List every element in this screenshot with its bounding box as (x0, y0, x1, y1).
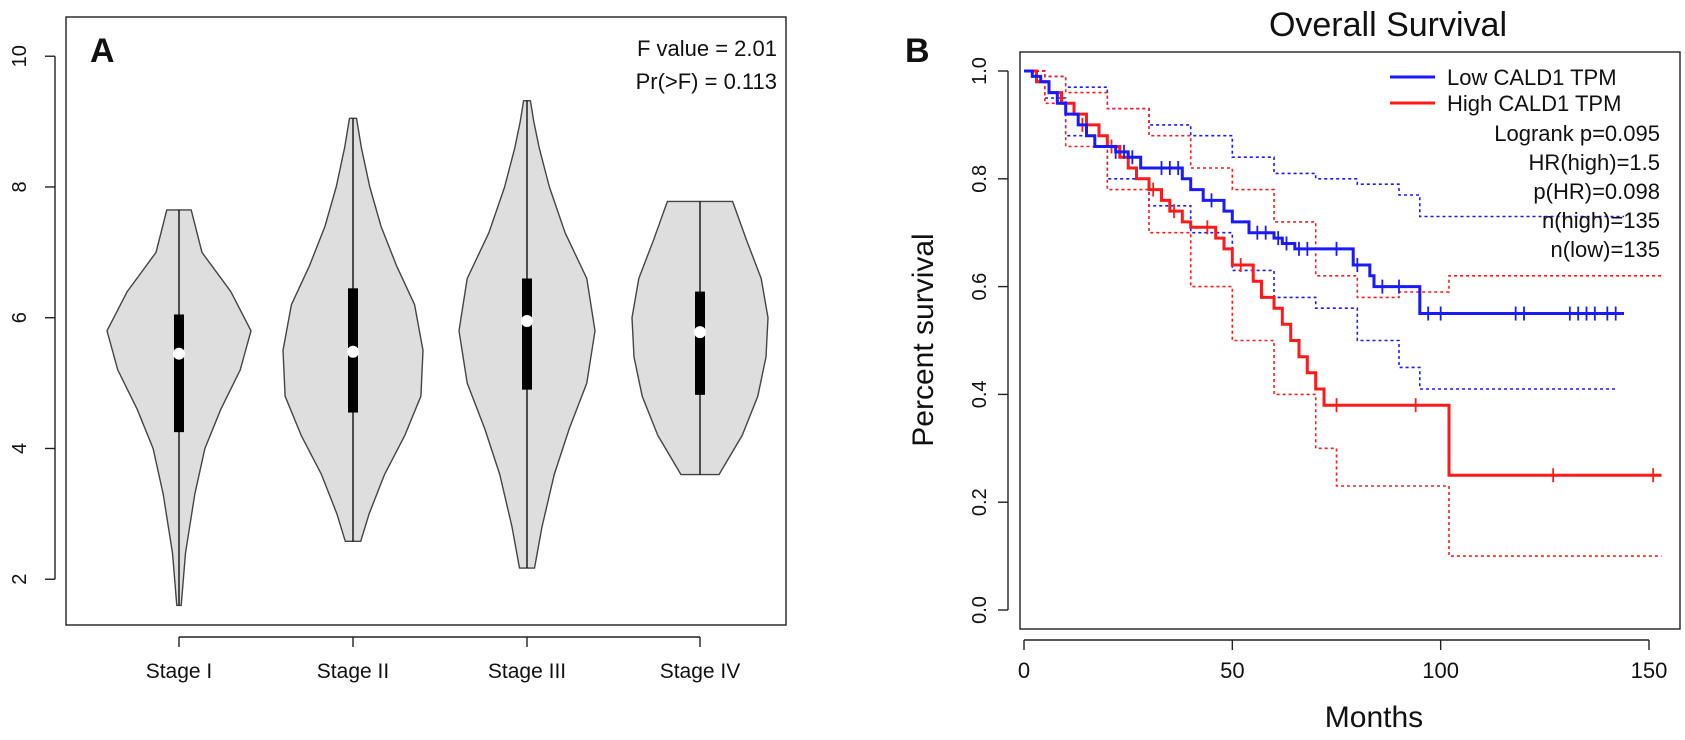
n-low-stat: n(low)=135 (1551, 237, 1660, 262)
survival-y-tick-label: 1.0 (969, 57, 991, 85)
panel-label-b: B (905, 32, 930, 70)
survival-y-tick-label: 0.8 (969, 165, 991, 193)
violin-iqr-box-3 (522, 278, 532, 390)
violin-panel: A F value = 2.01 Pr(>F) = 0.113 2 4 6 8 10 S… (9, 16, 787, 683)
violin-y-axis: 2 4 6 8 10 (9, 45, 56, 585)
survival-x-tick-label: 150 (1631, 658, 1668, 683)
survival-curve-high (1024, 69, 1662, 477)
survival-x-axis: 0 50 100 150 (1018, 639, 1668, 683)
survival-panel: B Overall Survival Months Percent surviv… (905, 6, 1681, 734)
panel-label-a: A (90, 32, 115, 70)
violin-y-tick-label: 10 (9, 45, 31, 67)
y-axis-label: Percent survival (907, 233, 940, 446)
p-hr-stat: p(HR)=0.098 (1533, 179, 1660, 204)
violin-x-tick-label: Stage III (488, 660, 566, 683)
survival-y-tick-label: 0.6 (969, 273, 991, 301)
survival-x-tick-label: 100 (1422, 658, 1459, 683)
survival-y-axis: 0.0 0.2 0.4 0.6 0.8 1.0 (969, 57, 1009, 624)
violin-y-tick-label: 2 (9, 574, 31, 585)
f-value-annotation: F value = 2.01 (637, 36, 777, 61)
logrank-stat: Logrank p=0.095 (1494, 121, 1660, 146)
violin-median-2 (347, 345, 359, 358)
survival-curve-low (1024, 69, 1624, 315)
ci-band-high-lower (1024, 70, 1662, 557)
violin-plot-frame (65, 16, 787, 626)
violin-y-tick-label: 6 (9, 312, 31, 323)
pr-f-annotation: Pr(>F) = 0.113 (636, 69, 777, 94)
survival-y-tick-label: 0.0 (969, 596, 991, 624)
survival-y-tick-label: 0.2 (969, 488, 991, 516)
ci-band-low-lower (1024, 70, 1616, 390)
hr-stat: HR(high)=1.5 (1529, 150, 1660, 175)
violin-x-tick-label: Stage IV (660, 660, 741, 683)
x-axis-label: Months (1325, 701, 1423, 734)
violin-y-tick-label: 4 (9, 443, 31, 454)
n-high-stat: n(high)=135 (1542, 208, 1660, 233)
violin-y-tick-label: 8 (9, 181, 31, 192)
legend-label-low: Low CALD1 TPM (1447, 65, 1617, 90)
legend: Low CALD1 TPM High CALD1 TPM Logrank p=0… (1390, 65, 1660, 262)
violins-group (106, 100, 769, 607)
violin-x-axis: Stage I Stage II Stage III Stage IV (146, 636, 741, 683)
confidence-bands (1024, 70, 1662, 557)
legend-label-high: High CALD1 TPM (1447, 91, 1621, 116)
violin-median-3 (521, 315, 533, 327)
survival-y-tick-label: 0.4 (969, 380, 991, 408)
chart-title: Overall Survival (1269, 6, 1507, 44)
ci-band-high-upper (1024, 70, 1662, 299)
violin-median-1 (173, 347, 185, 360)
violin-median-4 (694, 326, 706, 339)
violin-x-tick-label: Stage II (317, 660, 389, 683)
survival-plot-frame (1019, 51, 1681, 630)
survival-x-tick-label: 50 (1220, 658, 1244, 683)
violin-iqr-box-1 (174, 314, 184, 433)
survival-x-tick-label: 0 (1018, 658, 1030, 683)
violin-x-tick-label: Stage I (146, 660, 213, 683)
survival-curves (1024, 69, 1662, 483)
violin-iqr-box-4 (695, 291, 705, 395)
